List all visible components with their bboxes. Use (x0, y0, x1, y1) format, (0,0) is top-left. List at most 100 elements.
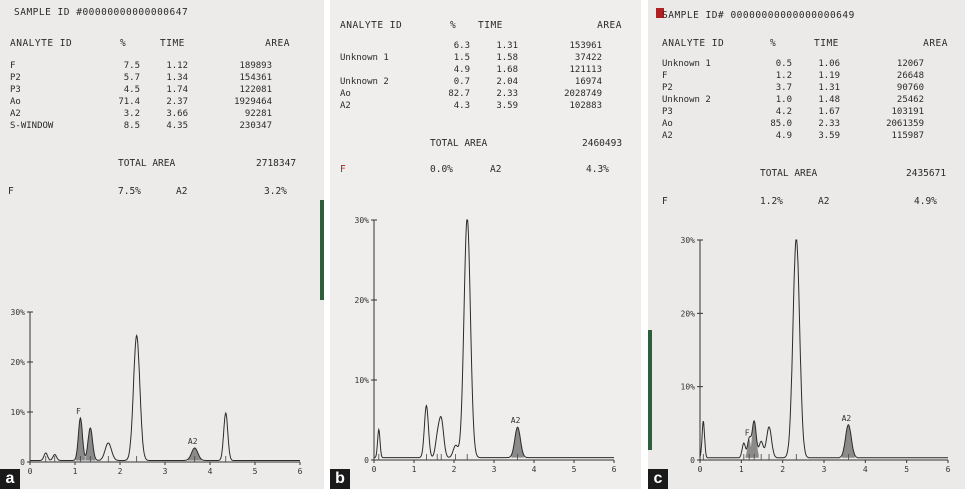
cell-name (340, 64, 426, 76)
cell-area: 2028749 (564, 89, 602, 99)
cell-area: 115987 (891, 131, 924, 141)
y-tick-label: 30% (355, 216, 370, 225)
y-tick-label: 20% (681, 309, 696, 318)
cell-time: 1.67 (818, 107, 840, 117)
cell-time: 1.31 (818, 83, 840, 93)
cell-name: Ao (662, 119, 673, 129)
total-area-label: TOTAL AREA (760, 168, 818, 179)
cell-area: 12067 (896, 59, 924, 69)
peak-label: A2 (188, 437, 198, 446)
cell-time: 1.06 (818, 59, 840, 69)
cell-name: Unknown 1 (340, 53, 389, 63)
cell-pct: 7.5 (123, 61, 140, 71)
cell-name (340, 40, 426, 52)
chromatogram-b: 0 10% 20% 30% 0 1 2 3 4 5 6 A2 (355, 216, 617, 474)
cell-pct: 0.7 (453, 77, 470, 87)
cell-name: A2 (662, 131, 673, 141)
cell-pct: 85.0 (770, 119, 792, 129)
column-headers: ANALYTE ID% TIME AREA (340, 20, 622, 31)
shaded-peak (842, 424, 855, 458)
cell-name: A2 (340, 101, 351, 111)
cell-time: 4.35 (166, 121, 188, 131)
summary-f-label: F (340, 164, 346, 175)
chromatogram-a: 0 10% 20% 30% 0 1 2 3 4 5 6 F A2 (11, 308, 303, 476)
cell-time: 1.58 (496, 53, 518, 63)
total-area-value: 2435671 (906, 168, 947, 179)
column-headers: ANALYTE ID% TIME AREA (10, 38, 290, 49)
chromatogram-trace (374, 219, 614, 459)
cell-name: A2 (10, 109, 21, 119)
cell-name: S-WINDOW (10, 121, 54, 131)
cell-time: 3.59 (818, 131, 840, 141)
x-tick-label: 2 (452, 465, 457, 474)
x-tick-label: 4 (863, 465, 868, 474)
shaded-peak (75, 418, 85, 461)
cell-area: 103191 (891, 107, 924, 117)
total-area-label: TOTAL AREA (430, 138, 488, 149)
y-tick-label: 10% (681, 383, 696, 392)
cell-time: 1.12 (166, 61, 188, 71)
cell-area: 90760 (896, 83, 924, 93)
red-mark (656, 8, 664, 18)
y-tick-label: 30% (681, 236, 696, 245)
chromatogram-c: 0 10% 20% 30% 0 1 2 3 4 5 6 F A2 (681, 236, 951, 474)
y-tick-label: 10% (355, 376, 370, 385)
edge-strip (648, 330, 652, 450)
cell-name: F (662, 71, 668, 81)
total-area-value: 2460493 (582, 138, 623, 149)
cell-time: 3.59 (496, 101, 518, 111)
peak-label: F (745, 428, 750, 437)
cell-area: 153961 (569, 41, 602, 51)
cell-area: 16974 (574, 77, 602, 87)
table-row: 6.3 1.31 153961 (340, 40, 602, 52)
y-tick-label: 10% (11, 408, 26, 417)
cell-pct: 71.4 (118, 97, 140, 107)
summary-f-label: F (8, 186, 14, 197)
panel-c: SAMPLE ID# 00000000000000000649 ANALYTE … (648, 0, 965, 489)
x-tick-label: 2 (118, 467, 123, 476)
panel-b: ANALYTE ID% TIME AREA 6.3 1.31 153961 Unknown… (330, 0, 644, 489)
cell-pct: 5.7 (123, 73, 140, 83)
cell-time: 3.66 (166, 109, 188, 119)
cell-name: Unknown 2 (662, 95, 711, 105)
cell-pct: 4.5 (123, 85, 140, 95)
peak-label: A2 (511, 416, 521, 425)
y-tick-label: 20% (355, 296, 370, 305)
cell-area: 1929464 (234, 97, 272, 107)
summary-a2-value: 3.2% (264, 186, 287, 197)
x-tick-label: 6 (946, 465, 951, 474)
summary-f-value: 7.5% (118, 186, 141, 197)
y-tick-label: 0 (20, 458, 25, 467)
summary-a2-label: A2 (490, 164, 502, 175)
table-row: S-WINDOW 8.5 4.35 230347 (10, 120, 272, 132)
panel-letter-b: b (330, 469, 350, 489)
cell-area: 122081 (239, 85, 272, 95)
y-tick-label: 0 (364, 456, 369, 465)
cell-pct: 6.3 (453, 41, 470, 51)
cell-area: 154361 (239, 73, 272, 83)
x-tick-label: 0 (28, 467, 33, 476)
results-table: F 7.5 1.12 189893 P2 5.7 1.34 154361 P3 4.5 1.74 12… (10, 60, 272, 132)
cell-time: 2.33 (818, 119, 840, 129)
panel-letter-c: c (648, 469, 668, 489)
table-row: 4.9 1.68 121113 (340, 64, 602, 76)
cell-name: P2 (662, 83, 673, 93)
shaded-peak (85, 428, 96, 461)
cell-pct: 4.3 (453, 101, 470, 111)
x-tick-label: 6 (298, 467, 303, 476)
table-row: P2 5.7 1.34 154361 (10, 72, 272, 84)
cell-time: 1.48 (818, 95, 840, 105)
table-row: Ao 82.7 2.33 2028749 (340, 88, 602, 100)
cell-time: 1.34 (166, 73, 188, 83)
cell-area: 2061359 (886, 119, 924, 129)
cell-time: 1.74 (166, 85, 188, 95)
table-row: P2 3.7 1.31 90760 (662, 82, 924, 94)
x-tick-label: 0 (372, 465, 377, 474)
chromatogram-trace (699, 239, 948, 459)
table-row: F 7.5 1.12 189893 (10, 60, 272, 72)
table-row: F 1.2 1.19 26648 (662, 70, 924, 82)
table-row: P3 4.5 1.74 122081 (10, 84, 272, 96)
summary-a2-value: 4.9% (914, 196, 937, 207)
table-row: Unknown 2 0.7 2.04 16974 (340, 76, 602, 88)
y-tick-label: 0 (690, 456, 695, 465)
